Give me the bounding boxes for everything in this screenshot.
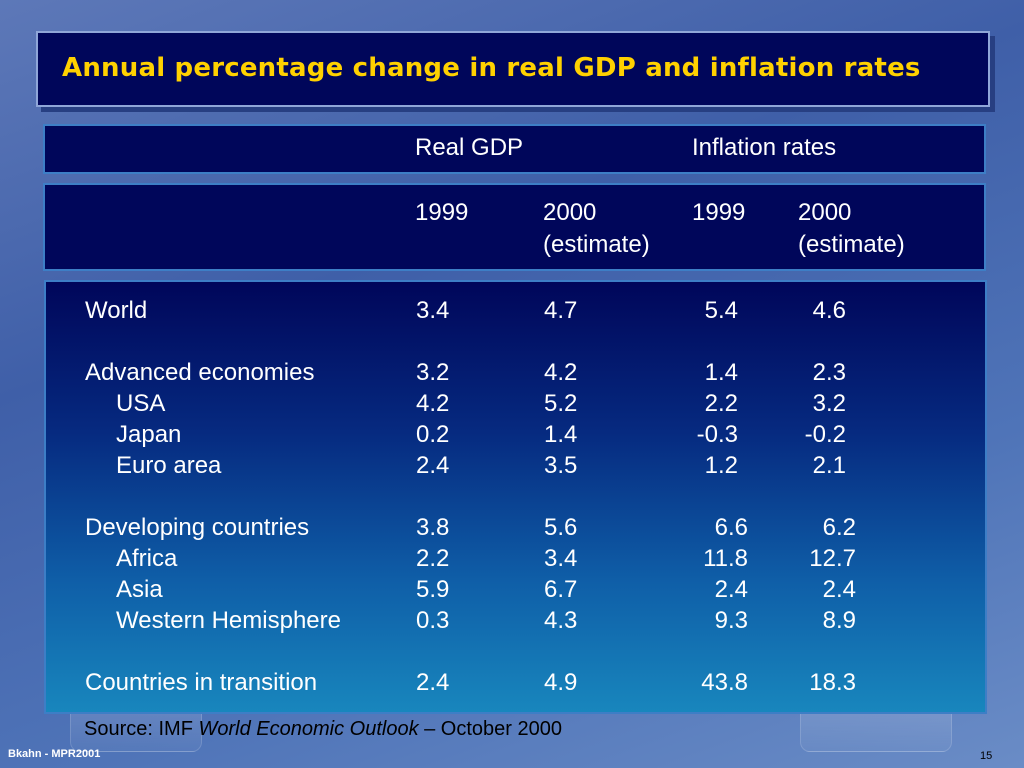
inflation-2000-cell: 3.2 bbox=[812, 390, 846, 417]
source-note: Source: IMF World Economic Outlook – Oct… bbox=[84, 718, 562, 741]
data-table: World 3.4 4.7 5.4 4.6 Advanced economies… bbox=[44, 280, 987, 714]
row-label: Euro area bbox=[116, 452, 222, 479]
gdp-1999-cell: 4.2 bbox=[416, 390, 450, 417]
inflation-2000-note: (estimate) bbox=[798, 231, 905, 258]
inflation-2000-cell: 4.6 bbox=[812, 297, 846, 324]
gdp-1999-cell: 3.8 bbox=[416, 514, 450, 541]
gdp-1999-cell: 5.9 bbox=[416, 576, 450, 603]
gdp-2000-cell: 5.2 bbox=[544, 390, 578, 417]
inflation-2000-cell: 2.1 bbox=[812, 452, 846, 479]
gdp-2000-cell: 1.4 bbox=[544, 421, 578, 448]
gdp-1999-header: 1999 bbox=[415, 199, 469, 226]
row-label: Countries in transition bbox=[85, 669, 318, 696]
gdp-1999-cell: 0.2 bbox=[416, 421, 450, 448]
gdp-2000-header: 2000 bbox=[543, 199, 597, 226]
inflation-2000-cell: 6.2 bbox=[822, 514, 856, 541]
inflation-2000-cell: 2.4 bbox=[822, 576, 856, 603]
row-label: Developing countries bbox=[85, 514, 310, 541]
source-publication: World Economic Outlook bbox=[198, 718, 419, 740]
gdp-2000-cell: 4.2 bbox=[544, 359, 578, 386]
source-prefix: Source: IMF bbox=[84, 718, 199, 740]
inflation-2000-cell: 2.3 bbox=[812, 359, 846, 386]
inflation-1999-cell: 9.3 bbox=[714, 607, 748, 634]
gdp-2000-cell: 3.5 bbox=[544, 452, 578, 479]
inflation-rates-header: Inflation rates bbox=[692, 134, 837, 161]
inflation-1999-cell: -0.3 bbox=[696, 421, 738, 448]
inflation-2000-cell: 18.3 bbox=[809, 669, 856, 696]
inflation-1999-cell: 1.4 bbox=[704, 359, 738, 386]
inflation-1999-cell: 11.8 bbox=[703, 545, 748, 572]
gdp-1999-cell: 2.2 bbox=[416, 545, 450, 572]
inflation-1999-header: 1999 bbox=[692, 199, 746, 226]
gdp-2000-note: (estimate) bbox=[543, 231, 650, 258]
gdp-2000-cell: 4.3 bbox=[544, 607, 578, 634]
gdp-1999-cell: 3.4 bbox=[416, 297, 450, 324]
inflation-1999-cell: 1.2 bbox=[704, 452, 738, 479]
inflation-1999-cell: 6.6 bbox=[714, 514, 748, 541]
inflation-1999-cell: 2.4 bbox=[714, 576, 748, 603]
inflation-1999-cell: 2.2 bbox=[704, 390, 738, 417]
page-number: 15 bbox=[980, 750, 993, 762]
gdp-2000-cell: 3.4 bbox=[544, 545, 578, 572]
inflation-2000-header: 2000 bbox=[798, 199, 852, 226]
row-label: Africa bbox=[116, 545, 178, 572]
gdp-1999-cell: 0.3 bbox=[416, 607, 450, 634]
inflation-2000-cell: -0.2 bbox=[804, 421, 846, 448]
title-panel: Annual percentage change in real GDP and… bbox=[36, 31, 990, 107]
inflation-1999-cell: 43.8 bbox=[701, 669, 748, 696]
row-label: USA bbox=[116, 390, 166, 417]
year-header: 1999 2000 (estimate) 1999 2000 (estimate… bbox=[43, 183, 986, 271]
gdp-2000-cell: 4.9 bbox=[544, 669, 578, 696]
gdp-1999-cell: 2.4 bbox=[416, 669, 450, 696]
inflation-2000-cell: 8.9 bbox=[822, 607, 856, 634]
row-label: Advanced economies bbox=[85, 359, 315, 386]
row-label: World bbox=[85, 297, 148, 324]
slide-title: Annual percentage change in real GDP and… bbox=[62, 53, 921, 83]
column-group-header: Real GDP Inflation rates bbox=[43, 124, 986, 174]
source-suffix: – October 2000 bbox=[418, 718, 562, 740]
gdp-1999-cell: 3.2 bbox=[416, 359, 450, 386]
gdp-2000-cell: 4.7 bbox=[544, 297, 578, 324]
row-label: Asia bbox=[116, 576, 163, 603]
gdp-1999-cell: 2.4 bbox=[416, 452, 450, 479]
inflation-1999-cell: 5.4 bbox=[704, 297, 738, 324]
real-gdp-header: Real GDP bbox=[415, 134, 524, 161]
gdp-2000-cell: 6.7 bbox=[544, 576, 578, 603]
inflation-2000-cell: 12.7 bbox=[809, 545, 856, 572]
row-label: Japan bbox=[116, 421, 182, 448]
footer-author: Bkahn - MPR2001 bbox=[8, 748, 101, 760]
gdp-2000-cell: 5.6 bbox=[544, 514, 578, 541]
row-label: Western Hemisphere bbox=[116, 607, 341, 634]
